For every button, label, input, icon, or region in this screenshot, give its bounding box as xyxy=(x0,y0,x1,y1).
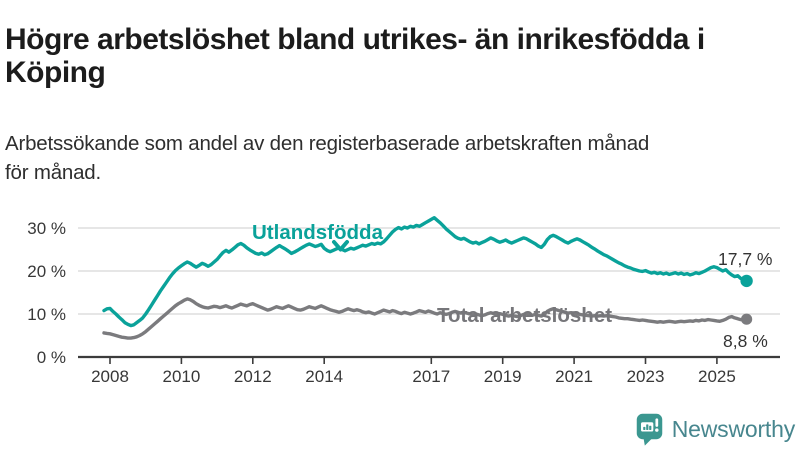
page-title: Högre arbetslöshet bland utrikes- än inr… xyxy=(5,23,705,90)
x-tick-label: 2021 xyxy=(555,367,593,386)
chevron-down-icon xyxy=(332,240,349,252)
y-tick-label: 10 % xyxy=(27,305,66,324)
newsworthy-icon xyxy=(636,413,662,446)
end-dot-utlandsfodda xyxy=(740,274,753,288)
end-dot-total xyxy=(741,313,753,325)
x-axis-labels: 2008 2010 2012 2014 2017 2019 2021 2023 2025 xyxy=(91,367,736,386)
x-tick-label: 2023 xyxy=(627,367,665,386)
y-tick-label: 30 % xyxy=(27,219,66,238)
x-tick-label: 2012 xyxy=(234,367,272,386)
x-tick-label: 2014 xyxy=(305,367,343,386)
series-lines xyxy=(102,215,749,340)
x-tick-label: 2025 xyxy=(698,367,736,386)
line-chart: 2008 2010 2012 2014 2017 2019 2021 2023 2025 0 %… xyxy=(27,215,780,386)
y-tick-label: 0 % xyxy=(37,348,66,367)
x-tick-label: 2019 xyxy=(484,367,522,386)
end-value-utlandsfodda: 17,7 % xyxy=(718,249,772,269)
gridlines xyxy=(78,227,780,315)
x-tick-label: 2017 xyxy=(412,367,450,386)
chart-subtitle: Arbetssökande som andel av den registerb… xyxy=(5,131,650,185)
x-tick-label: 2008 xyxy=(91,367,129,386)
series-label-utlandsfodda: Utlandsfödda xyxy=(252,221,384,244)
x-tick-label: 2010 xyxy=(162,367,200,386)
series-line-total xyxy=(102,297,749,340)
y-tick-label: 20 % xyxy=(27,262,66,281)
end-value-total: 8,8 % xyxy=(723,331,768,351)
x-axis-ticks xyxy=(109,357,718,364)
y-axis-labels: 0 % 10 % 20 % 30 % xyxy=(27,219,66,367)
series-label-total-arbetsloshet: Total arbetslöshet xyxy=(437,304,612,327)
newsworthy-logo[interactable]: Newsworthy xyxy=(635,412,795,446)
series-line-foreign xyxy=(102,215,749,328)
newsworthy-wordmark: Newsworthy xyxy=(671,415,795,442)
